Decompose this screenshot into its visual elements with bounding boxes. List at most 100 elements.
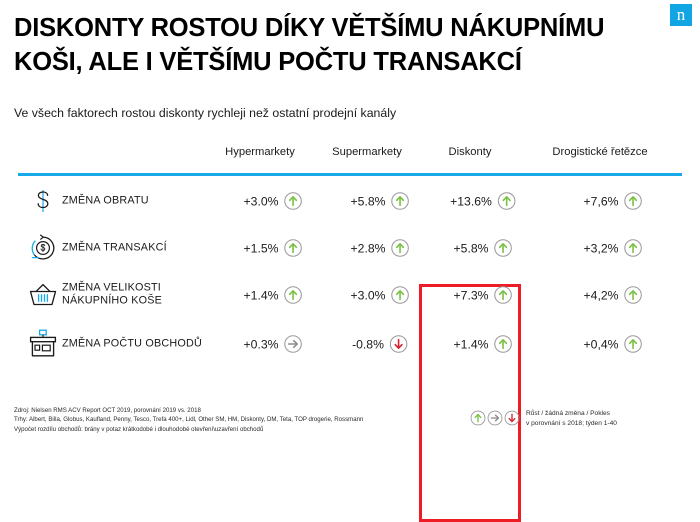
- cell-trend-icon-wrap: [283, 239, 302, 258]
- cell-1-1: +2.8%: [351, 239, 410, 258]
- shopping-basket-icon: [29, 283, 57, 306]
- cell-trend-icon-wrap: [493, 286, 512, 305]
- header-divider-rule: [18, 173, 682, 176]
- cell-2-2: +7.3%: [454, 286, 513, 305]
- row-icon-wrapper: [28, 186, 58, 216]
- table-row: ZMĚNA POČTU OBCHODŮ +0.3% -0.8% +1.4% +0,4%: [0, 321, 700, 367]
- nielsen-logo: n: [670, 4, 692, 26]
- legend-text: Růst / žádná změna / Pokles v porovnání s…: [526, 408, 617, 429]
- cell-trend-icon-wrap: [283, 286, 302, 305]
- trend-arrow-up-icon: [284, 239, 302, 257]
- legend-line-1: Růst / žádná změna / Pokles: [526, 410, 610, 417]
- cell-value: +4,2%: [583, 288, 619, 302]
- trend-arrow-up-icon: [391, 286, 409, 304]
- page-title: DISKONTY ROSTOU DÍKY VĚTŠÍMU NÁKUPNÍMU K…: [14, 14, 605, 76]
- table-column-headers: Hypermarkety Supermarkety Diskonty Drogisti…: [0, 140, 700, 168]
- trend-arrow-up-icon: [494, 239, 512, 257]
- cell-2-3: +4,2%: [584, 286, 643, 305]
- cell-0-3: +7,6%: [584, 192, 643, 211]
- row-label: ZMĚNA POČTU OBCHODŮ: [62, 337, 202, 350]
- row-icon-wrapper: [28, 329, 58, 359]
- cell-trend-icon-wrap: [390, 239, 409, 258]
- cell-0-1: +5.8%: [351, 192, 410, 211]
- trend-arrow-up-icon: [391, 239, 409, 257]
- cell-value: +2.8%: [350, 241, 386, 255]
- dollar-sign-icon: [37, 190, 49, 212]
- trend-legend: Růst / žádná změna / Pokles v porovnání s…: [470, 408, 617, 429]
- cell-trend-icon-wrap: [497, 192, 516, 211]
- row-label: ZMĚNA OBRATU: [62, 194, 149, 207]
- cell-trend-icon-wrap: [390, 192, 409, 211]
- row-label: ZMĚNA TRANSAKCÍ: [62, 241, 167, 254]
- cell-trend-icon-wrap: [623, 286, 642, 305]
- cell-3-2: +1.4%: [454, 335, 513, 354]
- cell-trend-icon-wrap: [389, 335, 408, 354]
- trend-arrow-up-icon: [497, 192, 516, 210]
- cell-value: +7.3%: [453, 288, 489, 302]
- cell-1-2: +5.8%: [454, 239, 513, 258]
- cell-3-0: +0.3%: [244, 335, 303, 354]
- cell-trend-icon-wrap: [623, 192, 642, 211]
- trend-arrow-up-icon: [391, 192, 409, 210]
- comparison-table: Hypermarkety Supermarkety Diskonty Drogisti…: [0, 140, 700, 522]
- cell-value: +1.4%: [243, 288, 279, 302]
- cell-2-0: +1.4%: [244, 286, 303, 305]
- cell-1-3: +3,2%: [584, 239, 643, 258]
- row-label: ZMĚNA VELIKOSTI NÁKUPNÍHO KOŠE: [62, 281, 162, 307]
- source-note: Zdroj: Nielsen RMS ACV Report OCT 2019, …: [14, 407, 364, 433]
- slide-canvas: n DISKONTY ROSTOU DÍKY VĚTŠÍMU NÁKUPNÍMU…: [0, 4, 700, 522]
- trend-arrow-flat-icon: [284, 335, 302, 353]
- cell-trend-icon-wrap: [390, 286, 409, 305]
- column-header-2: Diskonty: [448, 146, 492, 158]
- table-row: ZMĚNA VELIKOSTI NÁKUPNÍHO KOŠE +1.4% +3.0%…: [0, 272, 700, 318]
- row-icon-wrapper: [28, 233, 58, 263]
- trend-arrow-up-icon: [624, 286, 642, 304]
- table-row: ZMĚNA TRANSAKCÍ +1.5% +2.8% +5.8% +3,2%: [0, 225, 700, 271]
- row-icon-wrapper: [28, 280, 58, 310]
- cell-value: +0,4%: [583, 337, 619, 351]
- legend-line-2: v porovnání s 2018; týden 1-40: [526, 420, 617, 428]
- cell-value: +3.0%: [350, 288, 386, 302]
- cell-1-0: +1.5%: [244, 239, 303, 258]
- cell-value: +0.3%: [243, 337, 279, 351]
- trend-arrow-up-icon: [470, 410, 486, 426]
- cell-0-2: +13.6%: [450, 192, 516, 211]
- trend-arrow-up-icon: [494, 335, 512, 353]
- cell-value: +1.5%: [243, 241, 279, 255]
- trend-arrow-up-icon: [624, 239, 642, 257]
- cell-trend-icon-wrap: [493, 335, 512, 354]
- cell-0-0: +3.0%: [244, 192, 303, 211]
- trend-arrow-up-icon: [284, 192, 302, 210]
- diskonty-highlight-box: [419, 284, 521, 522]
- table-row: ZMĚNA OBRATU +3.0% +5.8% +13.6% +7,6%: [0, 178, 700, 224]
- cell-value: -0.8%: [352, 337, 384, 351]
- trend-arrow-up-icon: [284, 286, 302, 304]
- cell-trend-icon-wrap: [283, 335, 302, 354]
- cell-trend-icon-wrap: [493, 239, 512, 258]
- trend-arrow-down-icon: [504, 410, 520, 426]
- cell-trend-icon-wrap: [283, 192, 302, 211]
- cell-value: +13.6%: [450, 194, 492, 208]
- cell-trend-icon-wrap: [623, 239, 642, 258]
- column-header-1: Supermarkety: [332, 146, 402, 158]
- cell-value: +1.4%: [453, 337, 489, 351]
- trend-arrow-flat-icon: [487, 410, 503, 426]
- trend-arrow-up-icon: [624, 192, 642, 210]
- cell-value: +7,6%: [583, 194, 619, 208]
- cell-value: +3.0%: [243, 194, 279, 208]
- column-header-0: Hypermarkety: [225, 146, 295, 158]
- trend-arrow-down-icon: [389, 335, 408, 353]
- column-header-3: Drogistické řetězce: [552, 146, 648, 158]
- cell-3-1: -0.8%: [352, 335, 408, 354]
- trend-arrow-up-icon: [624, 335, 642, 353]
- cell-3-3: +0,4%: [584, 335, 643, 354]
- cell-value: +5.8%: [453, 241, 489, 255]
- cell-trend-icon-wrap: [623, 335, 642, 354]
- store-icon: [29, 329, 57, 357]
- legend-icon-group: [470, 408, 520, 426]
- trend-arrow-up-icon: [494, 286, 512, 304]
- cell-value: +5.8%: [350, 194, 386, 208]
- transaction-cycle-icon: [31, 234, 55, 260]
- cell-value: +3,2%: [583, 241, 619, 255]
- cell-2-1: +3.0%: [351, 286, 410, 305]
